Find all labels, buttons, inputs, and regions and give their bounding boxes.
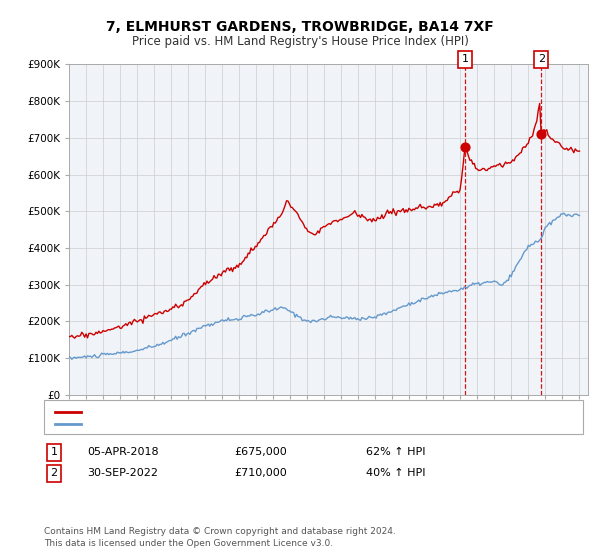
Text: 2: 2: [50, 468, 58, 478]
Text: 62% ↑ HPI: 62% ↑ HPI: [366, 447, 425, 458]
Text: £675,000: £675,000: [234, 447, 287, 458]
Text: 05-APR-2018: 05-APR-2018: [87, 447, 158, 458]
Text: £710,000: £710,000: [234, 468, 287, 478]
Point: [536, 130, 546, 139]
Text: Contains HM Land Registry data © Crown copyright and database right 2024.: Contains HM Land Registry data © Crown c…: [44, 528, 395, 536]
Point: [460, 143, 470, 152]
Text: 1: 1: [461, 54, 469, 64]
Text: HPI: Average price, detached house, Wiltshire: HPI: Average price, detached house, Wilt…: [86, 419, 325, 430]
Text: 2: 2: [538, 54, 545, 64]
Text: 7, ELMHURST GARDENS, TROWBRIDGE, BA14 7XF (detached house): 7, ELMHURST GARDENS, TROWBRIDGE, BA14 7X…: [86, 407, 440, 417]
Text: 40% ↑ HPI: 40% ↑ HPI: [366, 468, 425, 478]
Text: Price paid vs. HM Land Registry's House Price Index (HPI): Price paid vs. HM Land Registry's House …: [131, 35, 469, 48]
Text: This data is licensed under the Open Government Licence v3.0.: This data is licensed under the Open Gov…: [44, 539, 333, 548]
Text: 30-SEP-2022: 30-SEP-2022: [87, 468, 158, 478]
Text: 1: 1: [50, 447, 58, 458]
Text: 7, ELMHURST GARDENS, TROWBRIDGE, BA14 7XF: 7, ELMHURST GARDENS, TROWBRIDGE, BA14 7X…: [106, 20, 494, 34]
